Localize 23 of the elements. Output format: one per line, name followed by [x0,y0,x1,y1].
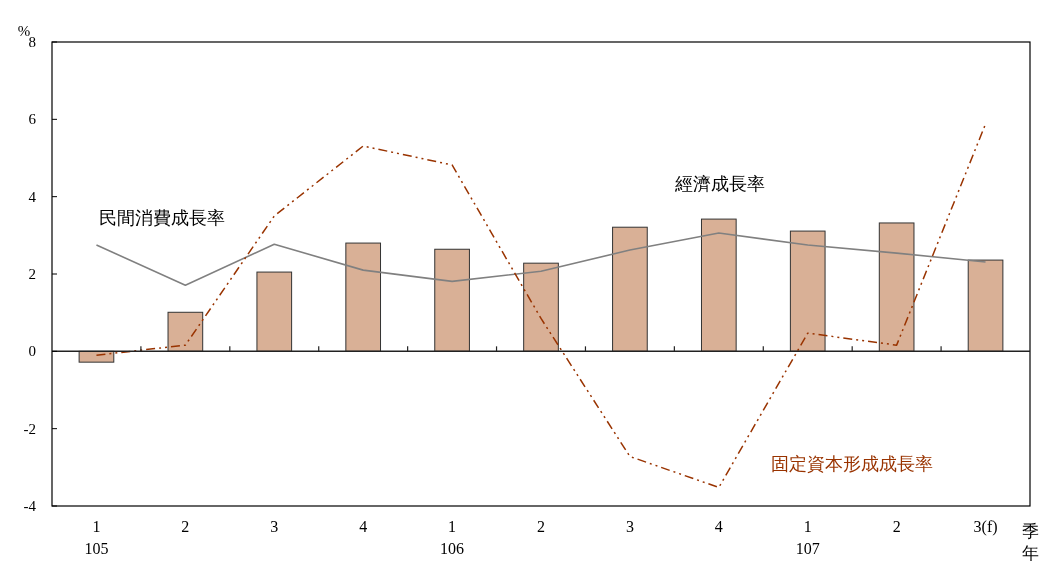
line-series [95,232,987,287]
y-tick-label: -4 [23,498,37,514]
x-tick-label: 3 [625,518,634,535]
x-tick-label: 2 [537,518,545,535]
x-tick-label: 1 107 [795,518,820,557]
y-tick-label: -2 [23,420,36,437]
x-tick-label: 4 [359,518,368,535]
x-tick-label: 1 106 [440,518,465,557]
text: 年 [1021,544,1039,562]
series-label: 經濟成長率 [674,174,765,194]
y-tick-label: 0 [28,343,36,360]
x-tick-label: 2 [892,518,901,535]
text: 季 [1021,522,1039,541]
x-tick-label: 3 [270,518,279,535]
x-tick-label: 1 105 [84,518,109,557]
y-tick-label: 2 [28,266,36,282]
y-tick-label: 4 [28,188,37,205]
series-label: 固定資本形成成長率 [771,454,933,474]
series-label: 民間消費成長率 [99,208,225,228]
x-tick-label: 3(f) [973,518,998,536]
x-tick-label: 2 [181,518,190,535]
x-tick-label: 4 [714,518,723,535]
y-tick-label: 6 [28,111,37,128]
